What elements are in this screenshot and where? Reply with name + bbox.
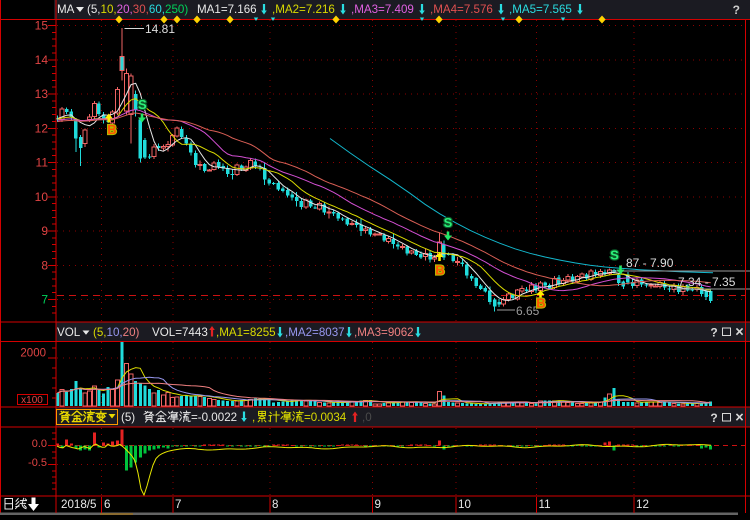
svg-text:6: 6 <box>104 498 110 511</box>
svg-text:6.65: 6.65 <box>516 304 540 318</box>
svg-text:?: ? <box>710 326 717 340</box>
svg-text:(5): (5) <box>121 411 135 424</box>
svg-text:10: 10 <box>458 498 471 511</box>
svg-text:MA: MA <box>57 3 75 16</box>
svg-text:x100: x100 <box>21 395 43 406</box>
svg-text:×: × <box>735 325 743 341</box>
svg-text:7: 7 <box>41 293 48 307</box>
svg-text:VOL: VOL <box>57 326 81 339</box>
svg-text:12: 12 <box>35 121 49 135</box>
svg-text:13: 13 <box>35 87 49 101</box>
svg-text:S: S <box>138 97 147 112</box>
svg-text:B: B <box>435 263 444 278</box>
svg-text:,MA5=7.565: ,MA5=7.565 <box>509 3 572 16</box>
svg-text:15: 15 <box>35 19 49 33</box>
svg-text:B: B <box>536 296 545 311</box>
svg-text:14: 14 <box>35 53 49 67</box>
svg-text:9: 9 <box>41 224 48 238</box>
svg-text:7: 7 <box>175 498 181 511</box>
svg-text:,MA2=8037: ,MA2=8037 <box>285 326 345 339</box>
svg-text:,: , <box>252 411 255 424</box>
svg-text:7.34 - 7.35: 7.34 - 7.35 <box>678 275 736 289</box>
svg-text:12: 12 <box>636 498 649 511</box>
svg-text:14.81: 14.81 <box>145 22 175 36</box>
svg-text:8: 8 <box>41 258 48 272</box>
svg-text:87 - 7.90: 87 - 7.90 <box>626 256 674 270</box>
svg-text:S: S <box>444 215 453 230</box>
svg-text:MA1=7.166: MA1=7.166 <box>197 3 257 16</box>
svg-text:?: ? <box>733 3 740 17</box>
svg-text:(5,10,20,30,60,250): (5,10,20,30,60,250) <box>87 3 188 16</box>
svg-text:2018/5: 2018/5 <box>61 498 96 511</box>
svg-text:S: S <box>444 215 453 230</box>
svg-text:2000: 2000 <box>20 348 46 360</box>
svg-text:S: S <box>138 97 147 112</box>
svg-text:B: B <box>536 296 545 311</box>
svg-text:8: 8 <box>272 498 278 511</box>
svg-text:9: 9 <box>375 498 381 511</box>
svg-text:B: B <box>107 122 116 137</box>
svg-text:S: S <box>610 248 619 263</box>
svg-text:(5,10,20): (5,10,20) <box>93 326 140 339</box>
svg-text:,MA3=7.409: ,MA3=7.409 <box>351 3 414 16</box>
svg-text:,0: ,0 <box>362 411 372 424</box>
svg-text:B: B <box>107 122 116 137</box>
svg-text:?: ? <box>710 411 717 425</box>
svg-text:11: 11 <box>36 156 49 170</box>
svg-text:VOL=7443: VOL=7443 <box>152 326 208 339</box>
svg-text:-0.5: -0.5 <box>28 457 47 469</box>
svg-text:,MA2=7.216: ,MA2=7.216 <box>272 3 335 16</box>
svg-text:10: 10 <box>35 190 49 204</box>
svg-text:,MA4=7.576: ,MA4=7.576 <box>430 3 493 16</box>
svg-text:,MA1=8255: ,MA1=8255 <box>216 326 276 339</box>
svg-text:=-0.0022: =-0.0022 <box>191 411 237 424</box>
svg-text:,MA3=9062: ,MA3=9062 <box>354 326 414 339</box>
svg-text:×: × <box>735 410 743 426</box>
svg-text:11: 11 <box>539 498 551 511</box>
svg-text:=0.0034: =0.0034 <box>304 411 347 424</box>
svg-text:0.0: 0.0 <box>32 438 47 450</box>
svg-text:B: B <box>435 263 444 278</box>
svg-text:S: S <box>610 248 619 263</box>
